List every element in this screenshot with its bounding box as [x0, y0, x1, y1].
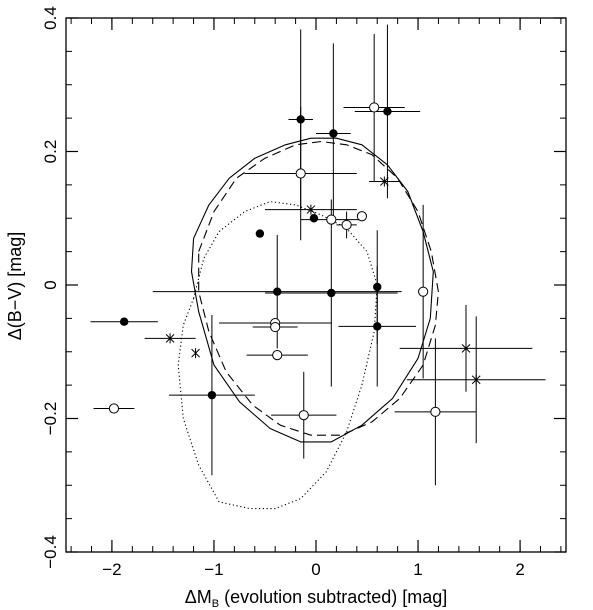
open-circle-point — [295, 168, 306, 179]
cross-point — [191, 348, 200, 359]
x-tick-label: 0 — [311, 560, 320, 579]
filled-circle-point — [383, 107, 392, 116]
cross-point — [380, 176, 389, 187]
y-axis-label: Δ(B−V) [mag] — [5, 232, 25, 341]
contour-solid — [190, 137, 434, 443]
open-circle-point — [272, 349, 283, 361]
cross-point — [461, 343, 471, 354]
y-tick-label: 0 — [41, 280, 60, 289]
cross-point — [306, 204, 316, 215]
filled-circle-point — [329, 129, 338, 138]
y-tick-label: 0.4 — [41, 6, 60, 30]
y-tick-label: −0.2 — [41, 402, 60, 436]
filled-circle-point — [327, 288, 336, 298]
x-tick-labels: −2 −1 0 1 2 — [102, 560, 525, 579]
cross-point — [471, 374, 481, 385]
x-axis-label: ΔMB (evolution subtracted) [mag] — [185, 587, 448, 610]
x-tick-label: 2 — [515, 560, 524, 579]
filled-circle-point — [273, 287, 282, 296]
filled-circle-point — [309, 214, 319, 223]
open-circle-point — [356, 211, 368, 222]
contours — [177, 137, 439, 510]
open-circle-point — [298, 410, 309, 421]
filled-circle-point — [119, 317, 129, 326]
contour-dashed — [198, 140, 439, 436]
filled-circle-point — [296, 115, 305, 124]
x-tick-label: −1 — [204, 560, 223, 579]
y-tick-label: −0.4 — [41, 535, 60, 569]
filled-circle-point — [373, 282, 382, 292]
plot-frame — [65, 17, 567, 553]
x-tick-label: −2 — [102, 560, 121, 579]
error-bars — [90, 24, 546, 486]
open-circle-point — [326, 214, 337, 225]
filled-circle-point — [255, 229, 265, 238]
open-circle-point — [418, 286, 429, 297]
x-tick-label: 1 — [413, 560, 422, 579]
open-circle-point — [369, 102, 380, 113]
open-circle-point — [341, 219, 352, 231]
open-circle-point — [430, 406, 441, 417]
filled-circle-point — [207, 390, 217, 400]
y-tick-labels: −0.4 −0.2 0 0.2 0.4 — [41, 6, 60, 569]
filled-circle-point — [373, 322, 382, 331]
data-markers — [108, 102, 481, 421]
open-circle-point — [108, 403, 120, 414]
axis-ticks — [66, 17, 566, 553]
y-tick-label: 0.2 — [41, 140, 60, 164]
cross-point — [165, 333, 175, 344]
open-circle-point — [270, 321, 281, 333]
